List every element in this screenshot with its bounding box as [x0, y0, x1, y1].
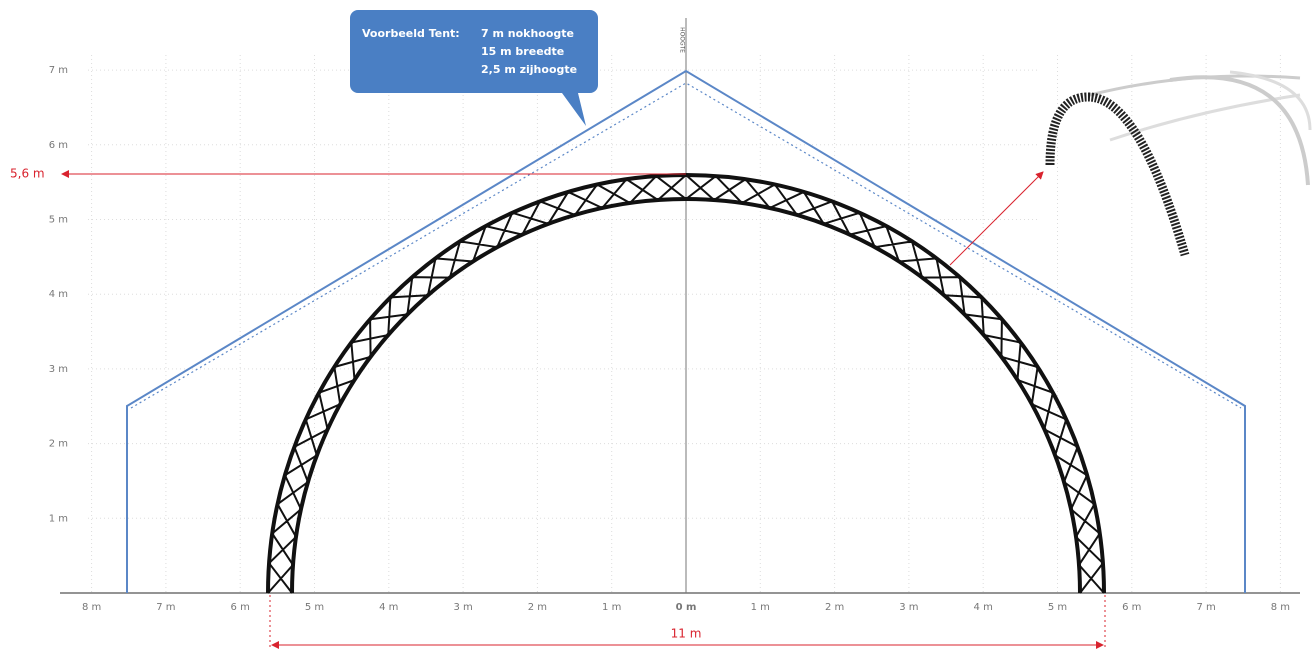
x-tick-label: 3 m: [899, 602, 918, 613]
callout-line: 15 m breedte: [481, 45, 564, 58]
x-tick-label: 2 m: [528, 602, 547, 613]
y-tick-label: 3 m: [49, 364, 68, 375]
callout-line: 7 m nokhoogte: [481, 27, 574, 40]
x-tick-label: 1 m: [751, 602, 770, 613]
x-tick-label: 6 m: [1122, 602, 1141, 613]
callout-box: [350, 10, 598, 126]
y-tick-label: 7 m: [49, 65, 68, 76]
x-tick-label: 4 m: [379, 602, 398, 613]
x-tick-label: 4 m: [974, 602, 993, 613]
x-tick-label: 2 m: [825, 602, 844, 613]
x-tick-label: 1 m: [602, 602, 621, 613]
arch-3d: [1045, 70, 1312, 257]
x-tick-label: 7 m: [156, 602, 175, 613]
width-label: 11 m: [671, 627, 702, 641]
x-tick-label: 8 m: [82, 602, 101, 613]
y-tick-label: 5 m: [49, 215, 68, 226]
arch-chord: [290, 197, 1082, 594]
y-tick-label: 4 m: [49, 289, 68, 300]
tent-outline: [126, 69, 1246, 593]
callout-title: Voorbeeld Tent:: [362, 27, 460, 40]
y-tick-label: 1 m: [49, 513, 68, 524]
y-axis-label: HOOGTE: [679, 27, 686, 53]
pointer-arrow: [949, 171, 1044, 266]
x-tick-label: 3 m: [453, 602, 472, 613]
arch-lattice: [267, 174, 1105, 594]
x-tick-label: 6 m: [231, 602, 250, 613]
x-tick-label: 0 m: [676, 602, 697, 613]
x-tick-label: 7 m: [1196, 602, 1215, 613]
callout-line: 2,5 m zijhoogte: [481, 63, 577, 76]
y-tick-label: 6 m: [49, 140, 68, 151]
y-tick-label: 2 m: [49, 439, 68, 450]
height-label: 5,6 m: [10, 167, 45, 181]
x-tick-label: 5 m: [305, 602, 324, 613]
x-tick-label: 8 m: [1271, 602, 1290, 613]
arch: [266, 173, 1106, 594]
tent-inner-line: [130, 82, 1242, 409]
grid: [88, 55, 1281, 593]
x-tick-label: 5 m: [1048, 602, 1067, 613]
